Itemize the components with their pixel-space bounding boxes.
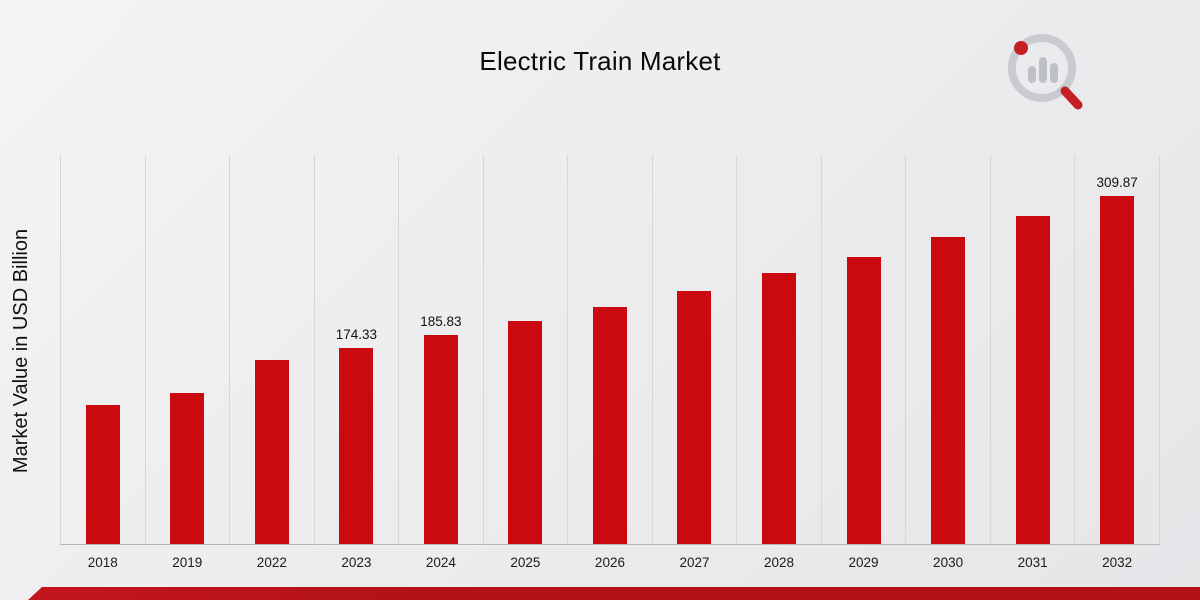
x-tick-label-2028: 2028 — [763, 555, 795, 570]
chart-column-2027: 2027 — [653, 155, 738, 570]
x-tick-label-2019: 2019 — [172, 555, 203, 570]
x-tick-label-2032: 2032 — [1102, 555, 1133, 570]
x-tick-label-2027: 2027 — [679, 555, 710, 570]
brand-logo-icon — [1008, 34, 1083, 110]
bar-2025 — [508, 321, 543, 544]
x-tick-label-2030: 2030 — [933, 555, 964, 570]
x-tick-label-2018: 2018 — [87, 555, 118, 570]
bar-2026 — [592, 306, 627, 544]
bar-2027 — [677, 291, 712, 544]
chart-column-2024: 185.83 2024 — [399, 155, 484, 570]
bar-2022 — [254, 360, 289, 544]
chart-column-2026: 2026 — [568, 155, 653, 570]
y-axis-label: Market Value in USD Billion — [10, 228, 32, 474]
bar-2032 — [1100, 195, 1135, 544]
data-label-2032: 309.87 — [1096, 174, 1138, 190]
x-tick-label-2023: 2023 — [341, 555, 372, 570]
x-tick-label-2024: 2024 — [425, 555, 456, 570]
data-label-2024: 185.83 — [420, 314, 462, 330]
bar-2031 — [1015, 215, 1050, 544]
x-tick-label-2022: 2022 — [256, 555, 287, 570]
bar-2023 — [339, 348, 374, 544]
chart-column-2025: 2025 — [484, 155, 569, 570]
x-tick-label-2026: 2026 — [594, 555, 625, 570]
bar-2019 — [170, 393, 205, 544]
chart-column-2029: 2029 — [822, 155, 907, 570]
footer-accent-strip — [28, 587, 1200, 600]
plot-area: 2018 2019 2022 174.33 2023 185.83 2024 2025 2026… — [60, 155, 1160, 570]
bar-2028 — [762, 273, 797, 544]
chart-column-2019: 2019 — [146, 155, 231, 570]
chart-column-2023: 174.33 2023 — [315, 155, 400, 570]
bar-2030 — [931, 237, 966, 544]
data-label-2023: 174.33 — [335, 327, 378, 343]
bar-2018 — [85, 404, 120, 544]
x-tick-label-2029: 2029 — [848, 555, 879, 570]
chart-column-2022: 2022 — [230, 155, 315, 570]
bar-2029 — [846, 257, 881, 544]
x-tick-label-2025: 2025 — [510, 555, 541, 570]
chart-column-2032: 309.87 2032 — [1075, 155, 1160, 570]
chart-column-2018: 2018 — [61, 155, 146, 570]
bar-2024 — [423, 335, 458, 544]
x-tick-label-2031: 2031 — [1017, 555, 1048, 570]
chart-column-2030: 2030 — [906, 155, 991, 570]
chart-title: Electric Train Market — [479, 46, 721, 76]
chart-column-2028: 2028 — [737, 155, 822, 570]
chart-column-2031: 2031 — [991, 155, 1076, 570]
